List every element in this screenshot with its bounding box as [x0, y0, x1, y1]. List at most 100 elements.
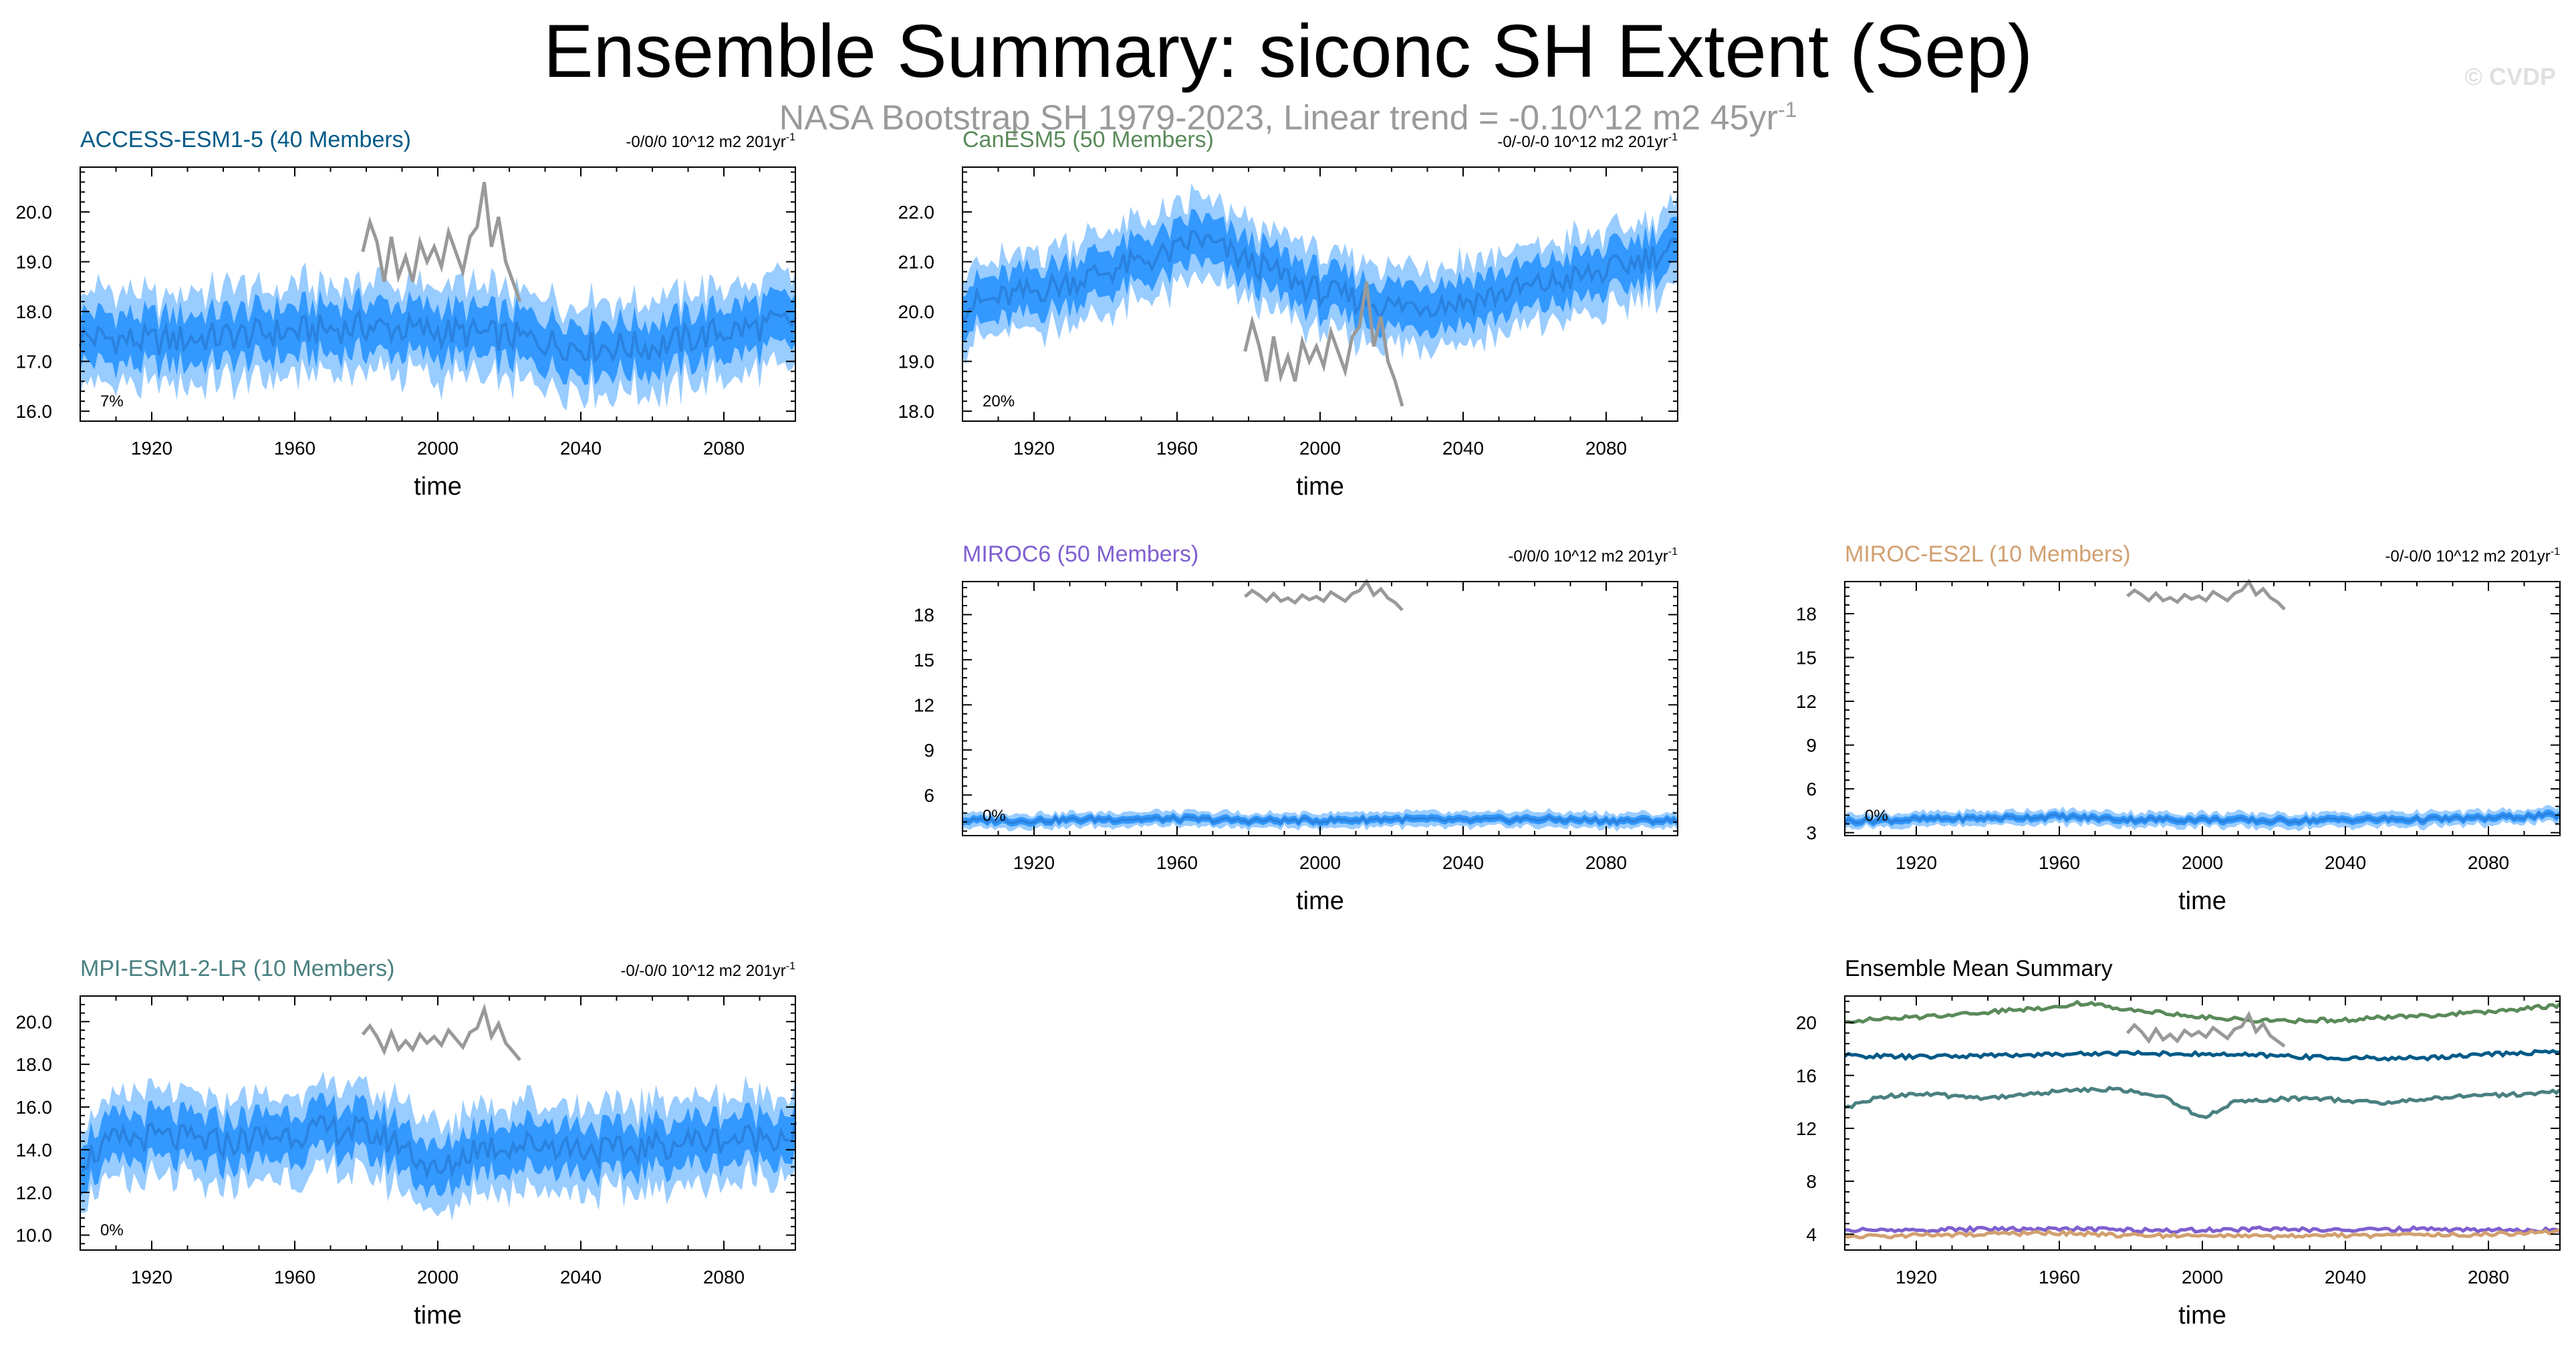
x-tick-label: 2000 [417, 1267, 459, 1287]
x-tick-label: 1960 [1156, 438, 1198, 459]
x-axis-label: time [414, 1302, 462, 1330]
y-tick-label: 21.0 [898, 252, 935, 273]
y-tick-label: 18 [914, 604, 934, 625]
trend-superscript: -1 [2551, 546, 2560, 558]
x-tick-label: 1920 [131, 438, 172, 459]
x-axis-label: time [414, 473, 462, 501]
y-tick-label: 15 [914, 650, 934, 670]
y-tick-label: 9 [1806, 735, 1817, 756]
y-tick-label: 16.0 [16, 1097, 53, 1118]
figure-subtitle: NASA Bootstrap SH 1979-2023, Linear tren… [0, 98, 2576, 138]
x-axis-label: time [1296, 887, 1344, 915]
summary-series-line [1844, 999, 2561, 1025]
y-tick-label: 10.0 [16, 1225, 53, 1246]
x-tick-label: 2000 [1299, 852, 1341, 873]
x-tick-label: 2080 [1585, 438, 1627, 459]
ensemble-mean-line [79, 1113, 797, 1180]
x-tick-label: 1920 [1896, 852, 1937, 873]
x-tick-label: 1960 [2039, 852, 2080, 873]
ensemble-outer-range-band [962, 183, 1678, 364]
trend-superscript: -1 [1668, 546, 1678, 558]
y-tick-label: 18.0 [16, 301, 53, 322]
percent-label: 0% [983, 807, 1006, 825]
panel-title: Ensemble Mean Summary [1845, 956, 2113, 981]
observation-line [361, 182, 522, 303]
x-tick-label: 2000 [417, 438, 459, 459]
trend-label: -0/0/0 10^12 m2 201yr-1 [1508, 546, 1678, 566]
y-tick-label: 15 [1796, 648, 1817, 668]
y-tick-label: 19.0 [16, 252, 53, 273]
trend-superscript: -1 [1668, 132, 1678, 143]
trend-label: -0/-0/-0 10^12 m2 201yr-1 [1497, 132, 1678, 151]
ensemble-inner-range-band [80, 286, 795, 385]
figure-title: Ensemble Summary: siconc SH Extent (Sep) [543, 9, 2033, 93]
y-tick-label: 19.0 [898, 352, 935, 372]
x-tick-label: 1960 [2039, 1267, 2080, 1287]
plot-frame [1844, 581, 2561, 836]
x-tick-label: 2040 [560, 1267, 602, 1287]
y-tick-label: 3 [1806, 823, 1817, 844]
ensemble-mean-line [1843, 812, 2561, 825]
trend-superscript: -1 [786, 961, 795, 972]
y-tick-label: 16.0 [16, 401, 53, 422]
summary-series-line [2126, 1011, 2286, 1048]
plot-frame [962, 581, 1678, 836]
percent-label: 20% [983, 392, 1015, 410]
y-tick-label: 14.0 [16, 1140, 53, 1160]
percent-label: 0% [100, 1221, 124, 1239]
ensemble-mean-line [962, 814, 1679, 826]
x-tick-label: 2040 [560, 438, 602, 459]
y-tick-label: 12 [1796, 1118, 1817, 1139]
panel-title: MIROC-ES2L (10 Members) [1845, 541, 2131, 567]
subtitle-superscript: -1 [1777, 98, 1797, 122]
trend-label: -0/-0/0 10^12 m2 201yr-1 [2385, 546, 2560, 566]
y-tick-label: 20.0 [16, 1011, 53, 1032]
ensemble-inner-range-band [962, 209, 1678, 342]
observation-line [361, 1003, 521, 1062]
ensemble-mean-line [961, 230, 1678, 322]
x-tick-label: 1920 [1013, 852, 1055, 873]
x-axis-label: time [2178, 887, 2226, 915]
x-tick-label: 1960 [1156, 852, 1198, 873]
summary-series-line [1844, 1225, 2561, 1235]
x-axis-label: time [1296, 473, 1344, 501]
y-tick-label: 20 [1796, 1013, 1817, 1033]
x-tick-label: 2040 [2325, 1267, 2366, 1287]
y-tick-label: 4 [1806, 1224, 1817, 1245]
y-tick-label: 22.0 [898, 202, 935, 223]
trend-superscript: -1 [786, 132, 795, 143]
summary-series-line [1844, 1086, 2561, 1120]
x-tick-label: 1920 [1013, 438, 1055, 459]
summary-series-line [1843, 1049, 2561, 1062]
y-tick-label: 20.0 [16, 202, 53, 223]
cvdp-watermark: © CVDP [2464, 63, 2556, 90]
ensemble-inner-range-band [80, 1092, 795, 1199]
y-tick-label: 12 [1796, 691, 1817, 712]
y-tick-label: 12.0 [16, 1183, 53, 1203]
subtitle-text: NASA Bootstrap SH 1979-2023, Linear tren… [779, 98, 1778, 138]
y-tick-label: 18.0 [16, 1054, 53, 1075]
panel-title: MPI-ESM1-2-LR (10 Members) [80, 956, 394, 981]
x-tick-label: 2080 [703, 1267, 745, 1287]
x-tick-label: 2080 [1585, 852, 1627, 873]
x-tick-label: 2000 [1299, 438, 1341, 459]
x-tick-label: 2040 [1442, 438, 1484, 459]
trend-label: -0/-0/0 10^12 m2 201yr-1 [620, 961, 795, 980]
x-tick-label: 2000 [2182, 852, 2223, 873]
chart-panel-mpi: MPI-ESM1-2-LR (10 Members) -0/-0/0 10^12 … [16, 956, 797, 1330]
percent-label: 7% [100, 392, 124, 410]
x-axis-label: time [2178, 1302, 2226, 1330]
y-tick-label: 6 [924, 785, 934, 806]
trend-label: -0/0/0 10^12 m2 201yr-1 [626, 132, 795, 151]
observation-line [1244, 578, 1404, 612]
y-tick-label: 18 [1796, 604, 1817, 624]
y-tick-label: 12 [914, 695, 934, 715]
chart-panel-miroc6: MIROC6 (50 Members) -0/0/0 10^12 m2 201yr… [914, 541, 1679, 915]
observation-line [1243, 281, 1404, 407]
x-tick-label: 2080 [703, 438, 745, 459]
chart-panel-access: ACCESS-ESM1-5 (40 Members) -0/0/0 10^12 m… [16, 127, 797, 501]
panel-title: MIROC6 (50 Members) [962, 541, 1198, 567]
x-tick-label: 2080 [2468, 852, 2509, 873]
x-tick-label: 1960 [274, 438, 315, 459]
